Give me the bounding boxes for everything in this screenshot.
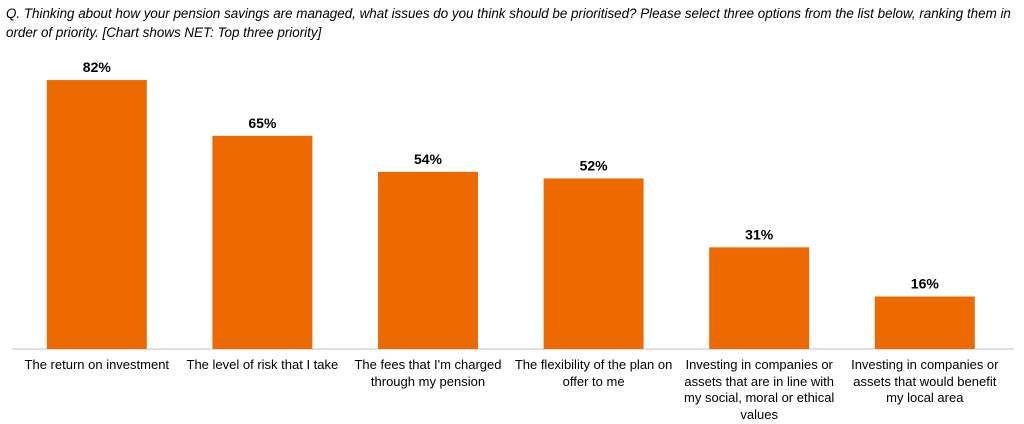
bar-value-label-2: 65% — [248, 115, 277, 131]
bar-value-label-3: 54% — [414, 151, 443, 167]
bar-value-label-1: 82% — [83, 59, 112, 75]
bar-4 — [543, 178, 644, 349]
question-text: Q. Thinking about how your pension savin… — [6, 6, 1011, 40]
category-label-4: The flexibility of the plan on offer to … — [514, 357, 673, 389]
bar-2 — [212, 135, 313, 349]
bar-1 — [46, 80, 147, 349]
bar-value-label-4: 52% — [580, 157, 609, 173]
category-label-1: The return on investment — [24, 357, 170, 372]
bar-6 — [874, 296, 975, 349]
bar-3 — [378, 171, 478, 349]
bar-value-label-6: 16% — [911, 276, 940, 292]
bar-value-label-5: 31% — [745, 226, 774, 242]
category-label-5: Investing in companies or assets that ar… — [684, 357, 835, 422]
category-label-2: The level of risk that I take — [186, 357, 339, 372]
bar-5 — [709, 247, 810, 349]
category-label-6: Investing in companies or assets that wo… — [851, 357, 999, 405]
category-label-3: The fees that I'm charged through my pen… — [354, 357, 502, 389]
